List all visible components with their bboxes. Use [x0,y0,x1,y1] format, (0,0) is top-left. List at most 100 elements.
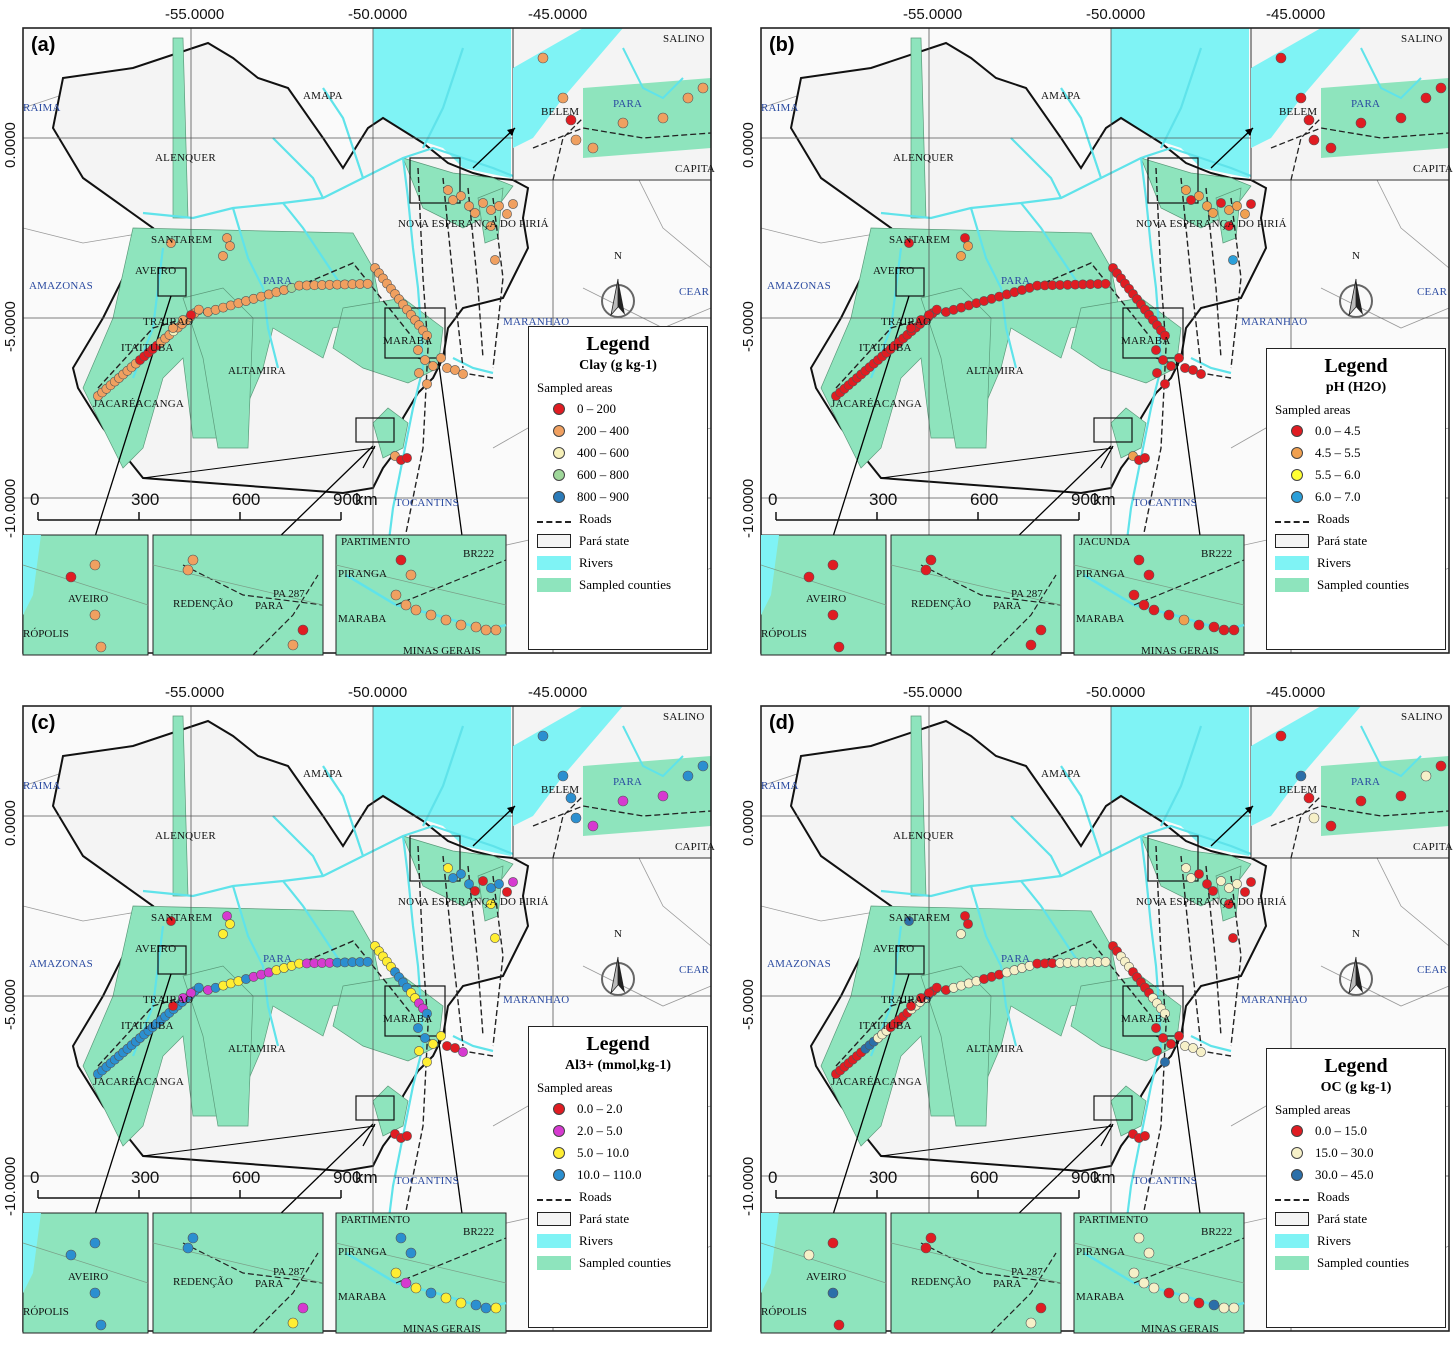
inset-label-para: PARA [993,1278,1022,1290]
sample-point [1196,369,1206,379]
legend-dot-icon [553,1147,565,1159]
panel-letter: (c) [31,712,56,734]
north-label: N [1352,928,1361,940]
place-label-amapa: AMAPA [1041,90,1081,102]
inset-label-top: PARTIMENTO [341,1214,411,1226]
inset-label-minas: MINAS GERAIS [1141,1323,1219,1335]
sample-point [436,1031,446,1041]
place-label-tocantins: TOCANTINS [1133,497,1197,509]
sample-point [1194,191,1204,201]
inset-label-para: PARA [993,600,1022,612]
legend-para-label: Pará state [1317,533,1368,548]
place-label-itaituba: ITAITUBA [121,1020,174,1032]
place-label-para-inset: PARA [1351,776,1381,788]
place-label-altamira: ALTAMIRA [966,365,1024,377]
map-panel-a: (a) -55.0000 -50.0000 -45.0000 0.0000 -5.0000… [0,0,718,678]
legend-rivers-label: Rivers [579,555,613,570]
sample-point [1240,209,1250,219]
y-tick-label: -5.0000 [2,979,19,1030]
sample-point [436,353,446,363]
sample-point [1435,82,1447,94]
place-label-alenquer: ALENQUER [893,830,954,842]
place-label-capita: CAPITA [675,841,716,853]
legend-class-label: 0 – 200 [577,401,616,416]
sample-point [402,453,412,463]
north-arrow-icon [1339,278,1373,318]
north-label: N [614,250,623,262]
sample-point [1193,1297,1205,1309]
place-label-para-inset: PARA [613,776,643,788]
rivers-swatch-icon [1275,1234,1309,1248]
sample-point [448,195,458,205]
legend-box: Legend Clay (g kg-1) Sampled areas 0 – 200 2… [528,326,708,650]
legend-class-label: 4.5 – 5.5 [1315,445,1361,460]
sample-point [1193,619,1205,631]
y-tick-label: -5.0000 [740,301,757,352]
sample-point [490,1302,502,1314]
sample-point [193,304,204,315]
place-label-para-inset: PARA [613,98,643,110]
sample-point [414,1046,424,1056]
sample-point [1188,365,1198,375]
legend-class-label: 200 – 400 [577,423,629,438]
x-tick-label: -45.0000 [1266,6,1326,23]
sample-point [362,956,373,967]
legend-class-row: 600 – 800 [529,464,707,486]
sample-point [413,1023,423,1033]
legend-box: Legend pH (H2O) Sampled areas 0.0 – 4.5 4.5 … [1266,348,1446,650]
sample-point [193,982,204,993]
sample-point [1228,933,1238,943]
legend-class-row: 10.0 – 110.0 [529,1164,707,1186]
sample-point [1395,790,1407,802]
sample-point [682,770,694,782]
legend-counties-label: Sampled counties [1317,1255,1410,1270]
sample-point [1128,1267,1140,1279]
inset-label-redencao: REDENÇÃO [911,1276,971,1288]
sample-point [920,1242,932,1254]
legend-dot-icon [1291,1169,1303,1181]
para-state-swatch-icon [1275,534,1309,548]
legend-dot-icon [553,1103,565,1115]
legend-class-label: 10.0 – 110.0 [577,1167,642,1182]
sample-point [1228,1302,1240,1314]
sample-point [168,323,178,333]
legend-class-row: 400 – 600 [529,442,707,464]
sample-point [1174,1031,1184,1041]
sample-point [1420,92,1432,104]
sample-point [1140,453,1150,463]
legend-class-label: 30.0 – 45.0 [1315,1167,1374,1182]
sample-point [1202,201,1212,211]
legend-counties-label: Sampled counties [1317,577,1410,592]
legend-class-label: 2.0 – 5.0 [577,1123,623,1138]
sample-point [502,887,512,897]
scale-bar-tick: 300 [869,1168,898,1187]
sample-point [400,599,412,611]
place-label-altamira: ALTAMIRA [228,1043,286,1055]
legend-class-label: 600 – 800 [577,467,629,482]
sample-point [1355,117,1367,129]
place-label-tocantins: TOCANTINS [395,1175,459,1187]
sample-point [916,315,926,325]
sample-point [402,1131,412,1141]
inset-label-aveiro: AVEIRO [806,1271,847,1283]
north-label: N [1352,250,1361,262]
sample-point [1325,820,1337,832]
para-state-swatch-icon [1275,1212,1309,1226]
x-tick-label: -55.0000 [903,684,963,701]
scale-bar-tick: 0 [30,1168,40,1187]
place-label-maraba: MARABA [1121,335,1171,347]
sample-point [1308,812,1320,824]
sample-point [458,369,468,379]
place-label-aveiro: AVEIRO [873,943,915,955]
place-label-amazonas: AMAZONAS [29,280,93,292]
y-tick-label: -10.0000 [740,1156,757,1216]
sample-point [1100,278,1111,289]
legend-title: Legend [586,333,650,355]
sample-point [925,554,937,566]
place-label-para-inset: PARA [1351,98,1381,110]
inset-label-pa287: PA 287 [1011,588,1043,600]
sample-point [1224,221,1234,231]
inset-label-piranga: PIRANGA [1076,1246,1125,1258]
sample-point [508,877,518,887]
legend-class-label: 15.0 – 30.0 [1315,1145,1374,1160]
